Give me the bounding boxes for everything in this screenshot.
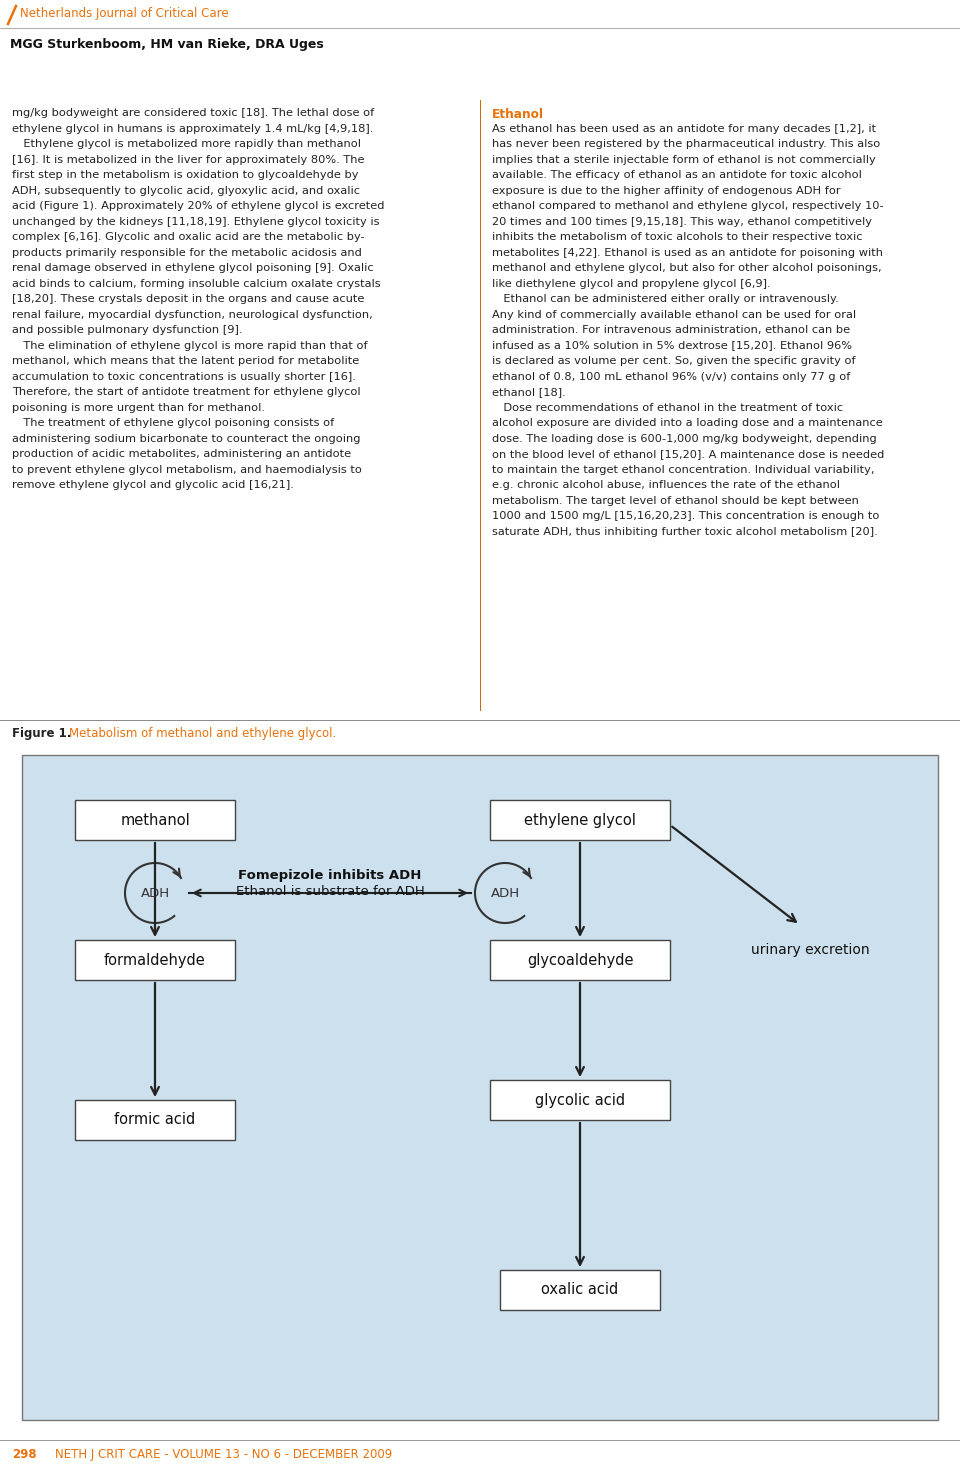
Text: 298: 298 [12,1447,36,1461]
FancyBboxPatch shape [22,755,938,1420]
Text: accumulation to toxic concentrations is usually shorter [16].: accumulation to toxic concentrations is … [12,372,356,381]
Text: and possible pulmonary dysfunction [9].: and possible pulmonary dysfunction [9]. [12,325,243,335]
Text: ethylene glycol: ethylene glycol [524,812,636,828]
Text: ethanol [18].: ethanol [18]. [492,387,565,397]
FancyBboxPatch shape [500,1269,660,1311]
Text: ethanol compared to methanol and ethylene glycol, respectively 10-: ethanol compared to methanol and ethylen… [492,202,883,210]
Text: Any kind of commercially available ethanol can be used for oral: Any kind of commercially available ethan… [492,309,856,319]
Text: methanol, which means that the latent period for metabolite: methanol, which means that the latent pe… [12,356,359,366]
Text: acid binds to calcium, forming insoluble calcium oxalate crystals: acid binds to calcium, forming insoluble… [12,278,380,288]
Text: exposure is due to the higher affinity of endogenous ADH for: exposure is due to the higher affinity o… [492,185,841,196]
Text: Metabolism of methanol and ethylene glycol.: Metabolism of methanol and ethylene glyc… [69,727,336,740]
Text: production of acidic metabolites, administering an antidote: production of acidic metabolites, admini… [12,449,351,459]
Text: formic acid: formic acid [114,1112,196,1127]
Text: Ethanol can be administered either orally or intravenously.: Ethanol can be administered either orall… [492,294,839,304]
Text: acid (Figure 1). Approximately 20% of ethylene glycol is excreted: acid (Figure 1). Approximately 20% of et… [12,202,385,210]
Text: dose. The loading dose is 600-1,000 mg/kg bodyweight, depending: dose. The loading dose is 600-1,000 mg/k… [492,434,876,443]
Text: 20 times and 100 times [9,15,18]. This way, ethanol competitively: 20 times and 100 times [9,15,18]. This w… [492,216,872,227]
FancyBboxPatch shape [75,800,235,840]
Text: on the blood level of ethanol [15,20]. A maintenance dose is needed: on the blood level of ethanol [15,20]. A… [492,449,884,459]
Text: renal failure, myocardial dysfunction, neurological dysfunction,: renal failure, myocardial dysfunction, n… [12,309,372,319]
FancyBboxPatch shape [490,1080,670,1119]
Text: [18,20]. These crystals deposit in the organs and cause acute: [18,20]. These crystals deposit in the o… [12,294,365,304]
Text: administering sodium bicarbonate to counteract the ongoing: administering sodium bicarbonate to coun… [12,434,361,443]
FancyBboxPatch shape [75,940,235,980]
Text: remove ethylene glycol and glycolic acid [16,21].: remove ethylene glycol and glycolic acid… [12,480,294,490]
Text: Fomepizole inhibits ADH: Fomepizole inhibits ADH [238,868,421,881]
FancyBboxPatch shape [75,1100,235,1140]
Text: As ethanol has been used as an antidote for many decades [1,2], it: As ethanol has been used as an antidote … [492,124,876,134]
Text: oxalic acid: oxalic acid [541,1283,618,1297]
Text: to prevent ethylene glycol metabolism, and haemodialysis to: to prevent ethylene glycol metabolism, a… [12,465,362,475]
Text: ethylene glycol in humans is approximately 1.4 mL/kg [4,9,18].: ethylene glycol in humans is approximate… [12,124,373,134]
Text: Ethanol is substrate for ADH: Ethanol is substrate for ADH [235,884,424,897]
FancyBboxPatch shape [490,940,670,980]
Text: first step in the metabolism is oxidation to glycoaldehyde by: first step in the metabolism is oxidatio… [12,171,358,179]
Text: inhibits the metabolism of toxic alcohols to their respective toxic: inhibits the metabolism of toxic alcohol… [492,232,862,243]
Text: poisoning is more urgent than for methanol.: poisoning is more urgent than for methan… [12,403,265,412]
Text: products primarily responsible for the metabolic acidosis and: products primarily responsible for the m… [12,247,362,257]
Text: Ethanol: Ethanol [492,107,544,121]
Text: e.g. chronic alcohol abuse, influences the rate of the ethanol: e.g. chronic alcohol abuse, influences t… [492,480,840,490]
Text: infused as a 10% solution in 5% dextrose [15,20]. Ethanol 96%: infused as a 10% solution in 5% dextrose… [492,340,852,350]
Text: complex [6,16]. Glycolic and oxalic acid are the metabolic by-: complex [6,16]. Glycolic and oxalic acid… [12,232,365,243]
Text: mg/kg bodyweight are considered toxic [18]. The lethal dose of: mg/kg bodyweight are considered toxic [1… [12,107,374,118]
Text: Dose recommendations of ethanol in the treatment of toxic: Dose recommendations of ethanol in the t… [492,403,843,412]
Text: Therefore, the start of antidote treatment for ethylene glycol: Therefore, the start of antidote treatme… [12,387,361,397]
Text: Figure 1.: Figure 1. [12,727,71,740]
Text: is declared as volume per cent. So, given the specific gravity of: is declared as volume per cent. So, give… [492,356,855,366]
Text: to maintain the target ethanol concentration. Individual variability,: to maintain the target ethanol concentra… [492,465,875,475]
Text: available. The efficacy of ethanol as an antidote for toxic alcohol: available. The efficacy of ethanol as an… [492,171,862,179]
FancyBboxPatch shape [490,800,670,840]
Text: 1000 and 1500 mg/L [15,16,20,23]. This concentration is enough to: 1000 and 1500 mg/L [15,16,20,23]. This c… [492,510,879,521]
Text: methanol: methanol [120,812,190,828]
Text: renal damage observed in ethylene glycol poisoning [9]. Oxalic: renal damage observed in ethylene glycol… [12,263,373,274]
Text: unchanged by the kidneys [11,18,19]. Ethylene glycol toxicity is: unchanged by the kidneys [11,18,19]. Eth… [12,216,379,227]
Text: ADH, subsequently to glycolic acid, glyoxylic acid, and oxalic: ADH, subsequently to glycolic acid, glyo… [12,185,360,196]
Text: metabolism. The target level of ethanol should be kept between: metabolism. The target level of ethanol … [492,496,859,506]
Text: has never been registered by the pharmaceutical industry. This also: has never been registered by the pharmac… [492,138,880,149]
Text: MGG Sturkenboom, HM van Rieke, DRA Uges: MGG Sturkenboom, HM van Rieke, DRA Uges [10,38,324,51]
Text: administration. For intravenous administration, ethanol can be: administration. For intravenous administ… [492,325,851,335]
Text: The elimination of ethylene glycol is more rapid than that of: The elimination of ethylene glycol is mo… [12,340,368,350]
Text: NETH J CRIT CARE - VOLUME 13 - NO 6 - DECEMBER 2009: NETH J CRIT CARE - VOLUME 13 - NO 6 - DE… [40,1447,393,1461]
Text: metabolites [4,22]. Ethanol is used as an antidote for poisoning with: metabolites [4,22]. Ethanol is used as a… [492,247,883,257]
Text: glycoaldehyde: glycoaldehyde [527,953,634,968]
Text: alcohol exposure are divided into a loading dose and a maintenance: alcohol exposure are divided into a load… [492,418,883,428]
Text: Netherlands Journal of Critical Care: Netherlands Journal of Critical Care [20,7,228,21]
Text: ADH: ADH [140,887,170,899]
Text: glycolic acid: glycolic acid [535,1093,625,1108]
Text: saturate ADH, thus inhibiting further toxic alcohol metabolism [20].: saturate ADH, thus inhibiting further to… [492,527,877,537]
Text: formaldehyde: formaldehyde [104,953,205,968]
Text: The treatment of ethylene glycol poisoning consists of: The treatment of ethylene glycol poisoni… [12,418,334,428]
Text: Ethylene glycol is metabolized more rapidly than methanol: Ethylene glycol is metabolized more rapi… [12,138,361,149]
Text: urinary excretion: urinary excretion [751,943,870,958]
Text: like diethylene glycol and propylene glycol [6,9].: like diethylene glycol and propylene gly… [492,278,771,288]
Text: implies that a sterile injectable form of ethanol is not commercially: implies that a sterile injectable form o… [492,154,876,165]
Text: ADH: ADH [491,887,519,899]
Text: ethanol of 0.8, 100 mL ethanol 96% (v/v) contains only 77 g of: ethanol of 0.8, 100 mL ethanol 96% (v/v)… [492,372,851,381]
Text: [16]. It is metabolized in the liver for approximately 80%. The: [16]. It is metabolized in the liver for… [12,154,365,165]
Text: methanol and ethylene glycol, but also for other alcohol poisonings,: methanol and ethylene glycol, but also f… [492,263,881,274]
